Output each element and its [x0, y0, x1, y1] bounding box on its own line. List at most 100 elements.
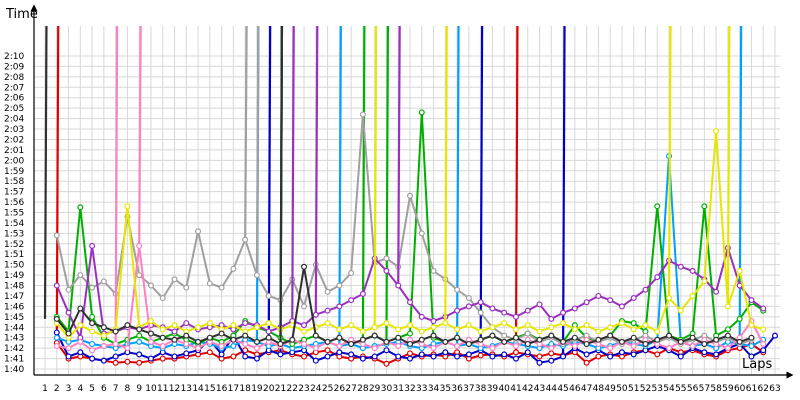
- data-point: [301, 353, 308, 360]
- data-point: [512, 349, 519, 356]
- data-point: [218, 330, 225, 337]
- data-point: [136, 326, 143, 333]
- data-point: [501, 332, 508, 339]
- data-point: [324, 307, 331, 314]
- data-point: [465, 303, 472, 310]
- data-point: [630, 320, 637, 327]
- data-point: [607, 345, 614, 352]
- data-point: [524, 340, 531, 347]
- data-point: [630, 326, 637, 333]
- data-point: [183, 332, 190, 339]
- data-point: [760, 326, 767, 333]
- data-point: [65, 286, 72, 293]
- data-point: [489, 353, 496, 360]
- x-axis-title: Laps: [742, 357, 772, 372]
- data-point: [548, 332, 555, 339]
- data-point: [383, 320, 390, 327]
- data-point: [418, 230, 425, 237]
- x-tick-label: 33: [416, 384, 427, 394]
- y-tick-label: 2:05: [4, 104, 24, 114]
- data-point: [359, 111, 366, 118]
- data-point: [89, 313, 96, 320]
- data-point: [265, 328, 272, 335]
- x-tick-label: 30: [381, 384, 393, 394]
- x-tick-label: 37: [463, 384, 474, 394]
- x-tick-label: 63: [769, 384, 780, 394]
- data-point: [206, 320, 213, 327]
- data-point: [724, 326, 731, 333]
- data-point: [501, 351, 508, 358]
- data-point: [230, 353, 237, 360]
- data-point: [442, 349, 449, 356]
- y-tick-label: 1:42: [4, 344, 24, 354]
- data-point: [736, 315, 743, 322]
- data-point: [407, 355, 414, 362]
- data-point: [642, 322, 649, 329]
- data-point: [136, 351, 143, 358]
- data-point: [454, 353, 461, 360]
- data-point: [100, 324, 107, 331]
- data-point: [53, 343, 60, 350]
- x-tick-label: 28: [357, 384, 369, 394]
- data-point: [536, 301, 543, 308]
- data-point: [159, 295, 166, 302]
- x-tick-label: 55: [675, 384, 686, 394]
- x-tick-label: 15: [204, 384, 215, 394]
- data-point: [489, 305, 496, 312]
- x-tick-label: 20: [263, 384, 275, 394]
- data-point: [348, 340, 355, 347]
- data-point: [124, 358, 131, 365]
- series-spike: [55, 26, 60, 343]
- data-point: [136, 332, 143, 339]
- data-point: [159, 343, 166, 350]
- y-tick-label: 2:04: [4, 115, 24, 125]
- data-point: [583, 351, 590, 358]
- data-point: [100, 343, 107, 350]
- data-point: [583, 340, 590, 347]
- data-point: [430, 353, 437, 360]
- data-point: [548, 357, 555, 364]
- data-point: [630, 295, 637, 302]
- data-point: [689, 334, 696, 341]
- x-tick-label: 34: [428, 384, 440, 394]
- y-tick-label: 1:47: [4, 292, 24, 302]
- data-point: [312, 332, 319, 339]
- y-tick-label: 1:57: [4, 188, 24, 198]
- data-point: [618, 320, 625, 327]
- series-layer: [43, 26, 778, 367]
- data-point: [642, 286, 649, 293]
- data-point: [630, 351, 637, 358]
- data-point: [654, 274, 661, 281]
- data-point: [242, 353, 249, 360]
- x-tick-label: 47: [581, 384, 592, 394]
- y-tick-label: 1:43: [4, 334, 24, 344]
- data-point: [442, 338, 449, 345]
- data-point: [77, 338, 84, 345]
- data-point: [607, 353, 614, 360]
- x-tick-label: 40: [498, 384, 510, 394]
- series-spike: [385, 26, 390, 342]
- data-point: [171, 322, 178, 329]
- data-point: [465, 340, 472, 347]
- data-point: [689, 292, 696, 299]
- x-tick-label: 24: [310, 384, 322, 394]
- x-tick-label: 53: [652, 384, 663, 394]
- x-tick-label: 39: [487, 384, 499, 394]
- data-point: [301, 263, 308, 270]
- data-point: [218, 343, 225, 350]
- x-tick-label: 36: [451, 384, 463, 394]
- series-spike: [667, 26, 672, 299]
- y-tick-label: 1:49: [4, 271, 24, 281]
- data-point: [89, 328, 96, 335]
- y-tick-label: 1:56: [4, 198, 24, 208]
- data-point: [713, 351, 720, 358]
- data-point: [418, 328, 425, 335]
- data-point: [195, 338, 202, 345]
- data-point: [124, 203, 131, 210]
- x-tick-label: 31: [392, 384, 403, 394]
- data-point: [407, 330, 414, 337]
- data-point: [724, 345, 731, 352]
- series-spike: [255, 26, 260, 276]
- data-point: [618, 338, 625, 345]
